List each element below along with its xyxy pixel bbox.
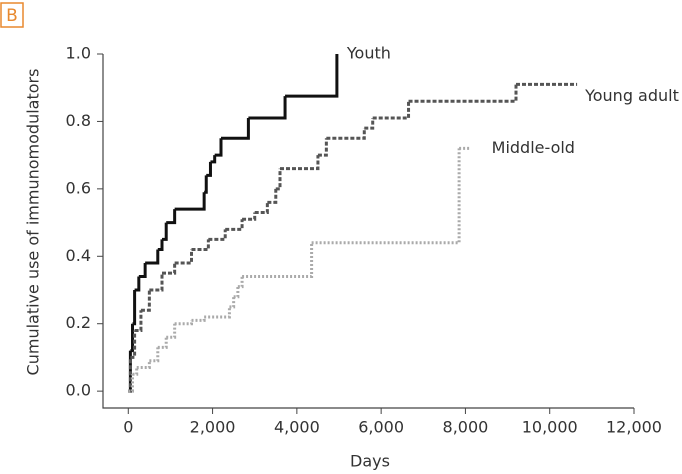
- step-segment: [130, 330, 137, 359]
- step-segment: [214, 138, 223, 157]
- x-tick-label: 8,000: [443, 418, 489, 437]
- step-segment: [174, 249, 193, 265]
- step-segment: [174, 320, 193, 326]
- step-segment: [128, 374, 134, 393]
- step-segment: [242, 212, 257, 221]
- step-segment: [210, 155, 217, 164]
- series-label: Young adult: [584, 86, 679, 105]
- step-segment: [162, 263, 177, 275]
- step-segment: [128, 357, 132, 393]
- step-segment: [132, 367, 139, 376]
- step-segment: [157, 239, 164, 252]
- step-segment: [254, 202, 269, 214]
- y-tick-label: 0.0: [66, 381, 91, 400]
- y-tick-label: 0.8: [66, 111, 91, 130]
- step-segment: [364, 118, 375, 130]
- step-segment: [204, 175, 208, 194]
- step-segment: [162, 222, 168, 241]
- step-segment: [130, 323, 134, 353]
- step-segment: [136, 360, 151, 370]
- step-segment: [204, 306, 231, 319]
- y-tick-label: 0.6: [66, 178, 91, 197]
- step-segment: [134, 276, 141, 292]
- step-segment: [408, 84, 518, 103]
- x-tick-label: 4,000: [274, 418, 320, 437]
- step-segment: [149, 347, 160, 363]
- step-segment: [221, 118, 250, 140]
- step-segment: [242, 242, 314, 279]
- y-tick-label: 1.0: [66, 44, 91, 63]
- x-tick-label: 10,000: [522, 418, 578, 437]
- y-tick-label: 0.2: [66, 313, 91, 332]
- panel-label: B: [6, 6, 18, 26]
- step-segment: [248, 96, 287, 120]
- series-label: Middle-old: [492, 138, 575, 157]
- step-segment: [149, 273, 164, 292]
- step-segment: [140, 290, 151, 312]
- step-segment: [233, 286, 240, 299]
- step-segment: [132, 290, 137, 326]
- step-segment: [166, 323, 177, 339]
- step-segment: [174, 192, 206, 211]
- step-segment: [208, 229, 227, 241]
- step-segment: [311, 148, 461, 245]
- x-tick-label: 2,000: [190, 418, 236, 437]
- step-segment: [237, 276, 244, 289]
- step-segment: [191, 239, 210, 252]
- step-segment: [225, 219, 244, 231]
- step-segment: [191, 316, 206, 322]
- step-segment: [275, 168, 282, 191]
- step-segment: [285, 54, 339, 98]
- y-axis-title: Cumulative use of immunomodulators: [24, 69, 43, 376]
- step-segment: [145, 249, 160, 265]
- series-label: Youth: [346, 44, 391, 63]
- x-tick-label: 12,000: [606, 418, 662, 437]
- x-tick-label: 6,000: [358, 418, 404, 437]
- step-segment: [134, 310, 143, 332]
- step-segment: [157, 337, 168, 349]
- x-axis-title: Days: [350, 452, 390, 471]
- y-tick-label: 0.4: [66, 246, 91, 265]
- step-segment: [138, 263, 147, 279]
- step-segment: [166, 209, 177, 225]
- step-segment: [372, 101, 411, 120]
- step-segment: [317, 138, 328, 157]
- step-segment: [206, 161, 212, 177]
- step-segment: [229, 296, 236, 309]
- step-segment: [280, 155, 320, 171]
- panel-box: [0, 2, 24, 28]
- step-segment: [326, 128, 366, 140]
- step-segment: [267, 188, 278, 204]
- axes: [102, 54, 634, 409]
- x-tick-label: 0: [123, 418, 133, 437]
